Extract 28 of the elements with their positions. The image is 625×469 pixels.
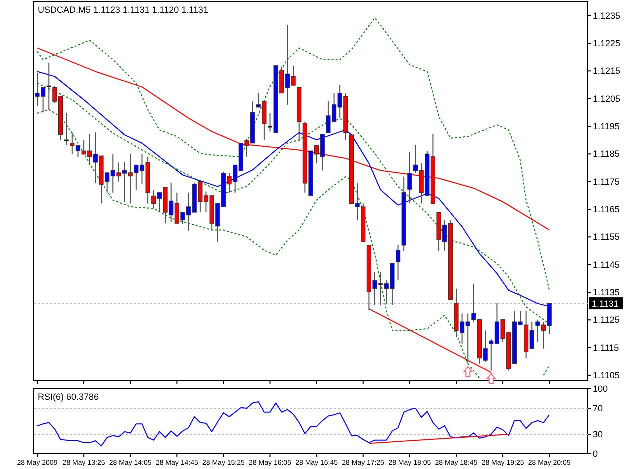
y-tick-label: 30 xyxy=(593,430,604,440)
y-tick-label: 1.1215 xyxy=(593,66,621,76)
line-series xyxy=(36,18,550,292)
y-tick-label: 1.1115 xyxy=(593,342,620,353)
y-tick-label: 1.1185 xyxy=(593,149,620,160)
ref-line-label: 1.1131 xyxy=(592,299,619,310)
y-tick-label: 70 xyxy=(593,404,604,414)
y-tick-label: 0 xyxy=(593,449,598,459)
y-tick-label: 1.1135 xyxy=(593,287,620,298)
y-tick-label: 1.1235 xyxy=(593,10,621,21)
y-tick-label: 1.1195 xyxy=(593,121,620,132)
y-tick-label: 1.1125 xyxy=(593,315,620,326)
y-tick-label: 1.1205 xyxy=(593,94,621,104)
candlestick xyxy=(64,112,69,146)
candlestick xyxy=(396,244,401,282)
y-tick-label: 1.1175 xyxy=(593,176,620,187)
y-tick-label: 1.1145 xyxy=(593,260,620,270)
chart-title: RSI(6) 60.3786 xyxy=(38,392,100,402)
candlestick xyxy=(408,151,412,204)
chart-title: USDCAD,M5 1.1123 1.1131 1.1120 1.1131 xyxy=(38,5,208,15)
line-series xyxy=(36,48,550,231)
y-tick-label: 1.1165 xyxy=(593,204,620,214)
y-tick-label: 100 xyxy=(593,384,608,394)
line-series xyxy=(36,402,550,447)
y-tick-label: 1.1105 xyxy=(593,370,620,380)
candlestick xyxy=(46,62,52,110)
y-tick-label: 1.1155 xyxy=(593,232,620,242)
y-tick-label: 1.1225 xyxy=(593,38,621,48)
